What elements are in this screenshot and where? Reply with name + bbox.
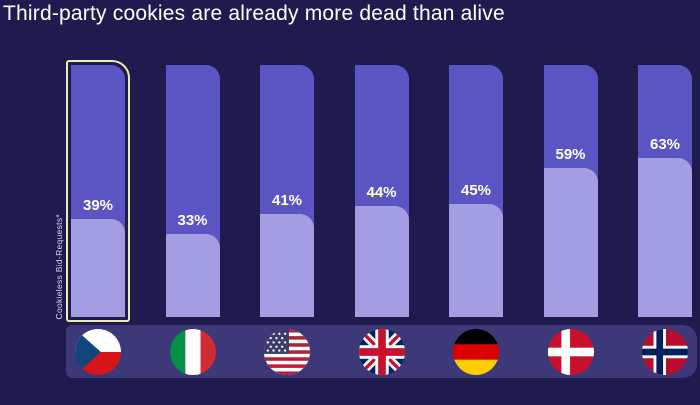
bar-value-label: 41% (271, 191, 303, 209)
bar-value-label: 45% (460, 181, 492, 199)
bar-value-label: 39% (82, 196, 114, 214)
bar-column: 39% (66, 60, 130, 322)
flag-cell (350, 325, 414, 378)
flag-united-kingdom-icon (358, 328, 405, 375)
bar-total: 63% (638, 65, 692, 317)
flag-band (66, 325, 697, 378)
flag-cell (444, 325, 508, 378)
bar-value-label: 33% (177, 211, 208, 229)
flag-cell (161, 325, 225, 378)
bars-row: 39% 33% 41% 44% 45% 59% 63% (66, 60, 697, 322)
flag-germany-icon (453, 328, 499, 375)
bar-column: 44% (350, 60, 414, 322)
chart-title: Third-party cookies are already more dea… (3, 2, 505, 25)
bar-total: 45% (449, 65, 503, 317)
bar-total: 39% (71, 65, 125, 317)
bar-cookieless-fill (354, 206, 409, 317)
bar-column: 63% (633, 60, 697, 322)
flag-denmark-icon (547, 328, 594, 375)
bar-value-label: 59% (555, 146, 586, 164)
flag-czech-republic-icon (75, 328, 121, 375)
flag-cell (539, 325, 603, 378)
bar-cookieless-fill (260, 213, 314, 317)
bar-column: 41% (255, 60, 319, 322)
bar-value-label: 44% (366, 184, 397, 202)
bar-column: 33% (161, 60, 225, 322)
bar-column: 59% (539, 60, 603, 322)
bar-cookieless-fill (638, 158, 692, 317)
bar-total: 33% (165, 65, 220, 317)
bar-column: 45% (444, 60, 508, 322)
flag-cell (633, 325, 697, 378)
bar-value-label: 63% (649, 136, 681, 154)
bar-cookieless-fill (71, 218, 125, 317)
bar-cookieless-fill (165, 233, 220, 317)
flag-norway-icon (642, 328, 688, 375)
bar-total: 59% (543, 65, 598, 317)
flag-cell (66, 325, 130, 378)
bar-total: 41% (260, 65, 314, 317)
y-axis-label: Cookieless Bid-Requests* (54, 213, 64, 319)
bar-cookieless-fill (449, 203, 503, 317)
flag-italy-icon (169, 328, 216, 375)
bar-cookieless-fill (543, 168, 598, 317)
flag-united-states-icon (264, 328, 310, 375)
bar-total: 44% (354, 65, 409, 317)
flag-cell (255, 325, 319, 378)
